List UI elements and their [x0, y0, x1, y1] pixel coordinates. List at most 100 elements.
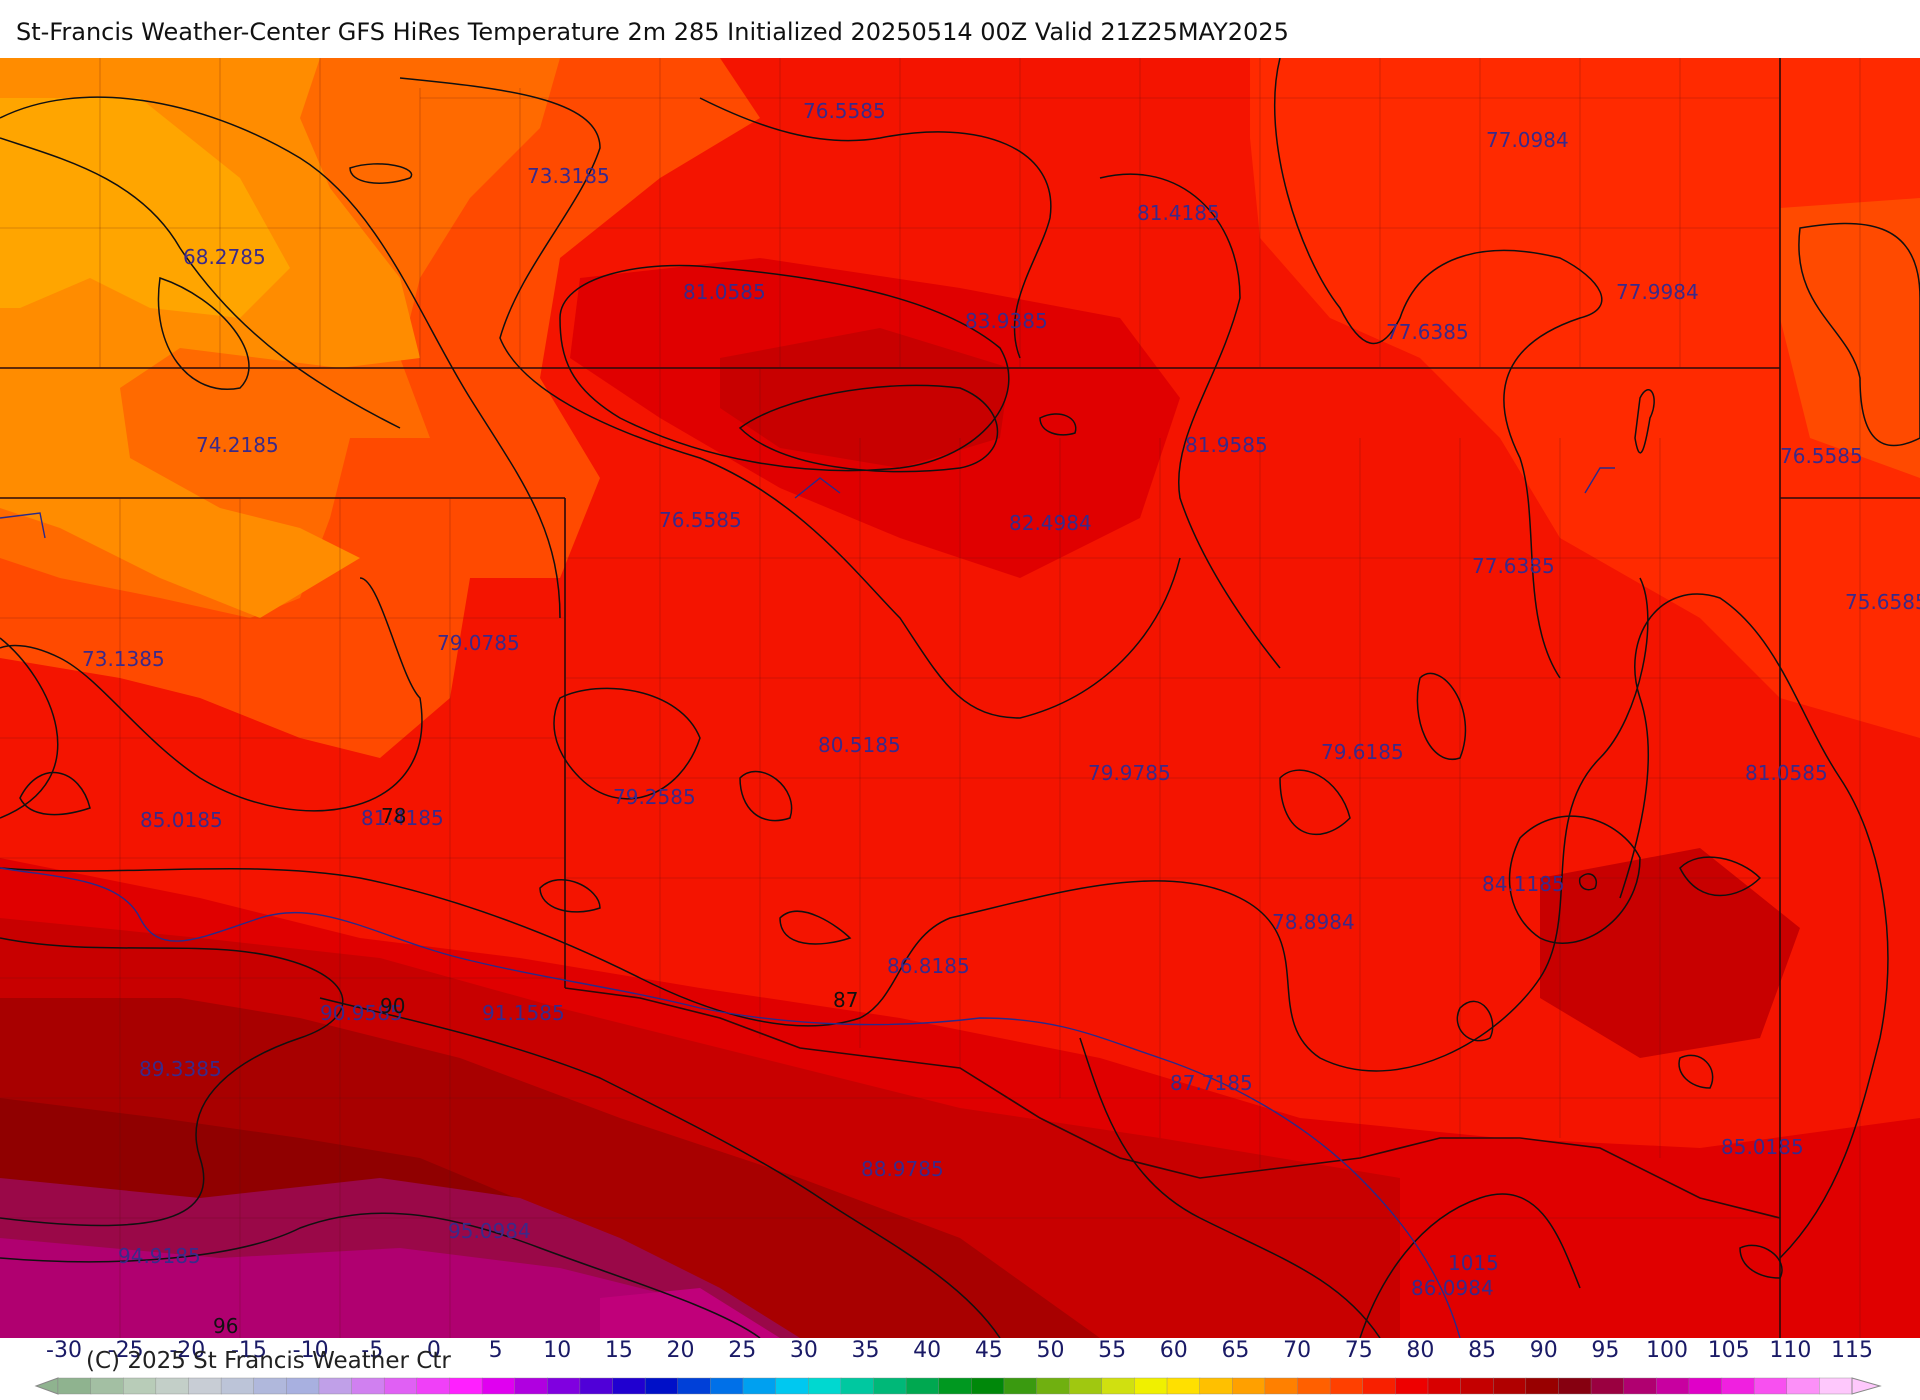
wind-barb-3	[1584, 467, 1615, 494]
scale-tick-label: 50	[1036, 1338, 1065, 1363]
contour-center-core	[738, 384, 999, 473]
scale-tick-label: 75	[1344, 1338, 1373, 1363]
scale-tick-label: 25	[728, 1338, 757, 1363]
value-label: 86.0984	[1411, 1276, 1494, 1300]
value-label: 95.0984	[448, 1219, 531, 1243]
scale-color-swatch	[1558, 1377, 1592, 1395]
value-label: 73.1385	[82, 647, 165, 671]
value-label: 79.9785	[1088, 761, 1171, 785]
value-label: 83.9385	[965, 309, 1048, 333]
contour-small-2	[1039, 413, 1077, 436]
scale-color-swatch	[1753, 1377, 1788, 1395]
scale-color-swatch	[1036, 1377, 1070, 1395]
scale-color-swatch	[1688, 1377, 1723, 1395]
temperature-map: 76.5585 73.3185 68.2785 77.0984 81.4185 …	[0, 58, 1920, 1338]
scale-color-swatch	[1786, 1377, 1821, 1395]
value-label: 68.2785	[183, 245, 266, 269]
county-lines	[0, 58, 1861, 1338]
contour-se-loop7	[1739, 1244, 1783, 1279]
contour-se-loop4	[1679, 856, 1762, 897]
value-label: 76.5585	[1780, 444, 1863, 468]
scale-tick-label: 60	[1159, 1338, 1188, 1363]
value-label: 73.3185	[527, 164, 610, 188]
scale-tick-label: 80	[1406, 1338, 1435, 1363]
contour-se-loop	[1279, 769, 1351, 836]
scale-color-swatch	[57, 1377, 92, 1395]
isoline-label: 90	[380, 994, 405, 1018]
value-label: 77.0984	[1486, 128, 1569, 152]
contour-ne-2	[1798, 222, 1920, 447]
fill-south-peak	[600, 1288, 780, 1338]
value-label: 81.4185	[1137, 201, 1220, 225]
fill-nw-coolest	[0, 98, 290, 318]
color-scale-bar	[34, 1377, 1882, 1395]
scale-tick-label: -10	[292, 1338, 329, 1363]
wind-barb-1	[0, 512, 46, 539]
scale-color-swatch	[1297, 1377, 1331, 1395]
fill-center-warmest	[720, 328, 1010, 468]
scale-color-swatch	[905, 1377, 940, 1395]
scale-tick-label: 40	[913, 1338, 942, 1363]
scale-color-swatch	[449, 1377, 483, 1395]
scale-color-swatch	[1525, 1377, 1560, 1395]
scale-color-swatch	[90, 1377, 124, 1395]
border-red-river	[564, 987, 1781, 1219]
scale-tick-label: 110	[1769, 1338, 1812, 1363]
scale-color-swatch	[1623, 1377, 1657, 1395]
temperature-scale: -30 -25 -20 -15 -10 -5 0 5 10 15 20 25 30 35 40 45 50 55 6…	[0, 1338, 1920, 1400]
scale-color-swatch	[1199, 1377, 1233, 1395]
scale-color-swatch	[547, 1377, 581, 1395]
scale-tick-label: 15	[604, 1338, 633, 1363]
fill-ne-warm	[1250, 58, 1920, 738]
contour-north-2	[699, 97, 1052, 359]
scale-color-swatch	[742, 1377, 777, 1395]
contour-center-warm	[559, 264, 1010, 472]
contour-sw-1	[0, 937, 344, 1227]
scale-color-swatch	[253, 1377, 288, 1395]
value-label: 88.9785	[861, 1157, 944, 1181]
value-label: 89.3385	[139, 1057, 222, 1081]
value-label: 81.0585	[683, 280, 766, 304]
scale-tick-label: 55	[1098, 1338, 1127, 1363]
scale-tick-label: 0	[426, 1338, 441, 1363]
value-label: 76.5585	[803, 99, 886, 123]
contour-small-5	[779, 910, 852, 945]
scale-color-swatch	[1460, 1377, 1494, 1395]
scale-color-swatch	[710, 1377, 744, 1395]
value-label: 94.9185	[118, 1244, 201, 1268]
map-title: St-Francis Weather-Center GFS HiRes Temp…	[16, 18, 1289, 46]
contour-nw-1	[0, 96, 561, 619]
value-labels: 76.5585 73.3185 68.2785 77.0984 81.4185 …	[82, 99, 1920, 1300]
scale-tick-label: 10	[543, 1338, 572, 1363]
scale-color-swatch	[938, 1377, 973, 1395]
scale-color-swatch	[351, 1377, 385, 1395]
value-label: 85.0185	[1721, 1135, 1804, 1159]
isobar-label: 1015	[1448, 1251, 1499, 1275]
contour-nw-loop	[157, 277, 250, 390]
contour-se-loop6	[1678, 1054, 1714, 1089]
scale-color-swatch	[1362, 1377, 1397, 1395]
scale-color-swatch	[1656, 1377, 1690, 1395]
scale-tick-label: -25	[107, 1338, 144, 1363]
scale-color-swatch	[971, 1377, 1005, 1395]
value-label: 81.0585	[1745, 761, 1828, 785]
scale-color-swatch	[1329, 1377, 1364, 1395]
scale-color-swatch	[514, 1377, 548, 1395]
isobar-1015	[0, 867, 1461, 1338]
isoline-label: 87	[833, 988, 858, 1012]
contour-sw-2	[319, 997, 1001, 1338]
contour-se-loop5	[1456, 1000, 1494, 1042]
scale-color-swatch	[644, 1377, 679, 1395]
fill-se-blob	[1540, 848, 1800, 1058]
scale-tick-label: 100	[1646, 1338, 1689, 1363]
value-label: 84.1185	[1482, 872, 1565, 896]
value-label: 90.9585	[320, 1001, 403, 1025]
scale-tick-label: 105	[1707, 1338, 1750, 1363]
scale-color-swatch	[318, 1377, 353, 1395]
scale-tick-label: 65	[1221, 1338, 1250, 1363]
value-label: 79.2585	[613, 785, 696, 809]
scale-color-swatch	[1590, 1377, 1625, 1395]
scale-tick-label: 115	[1831, 1338, 1873, 1363]
scale-tick-label: -15	[230, 1338, 267, 1363]
scale-tick-label: 20	[666, 1338, 695, 1363]
